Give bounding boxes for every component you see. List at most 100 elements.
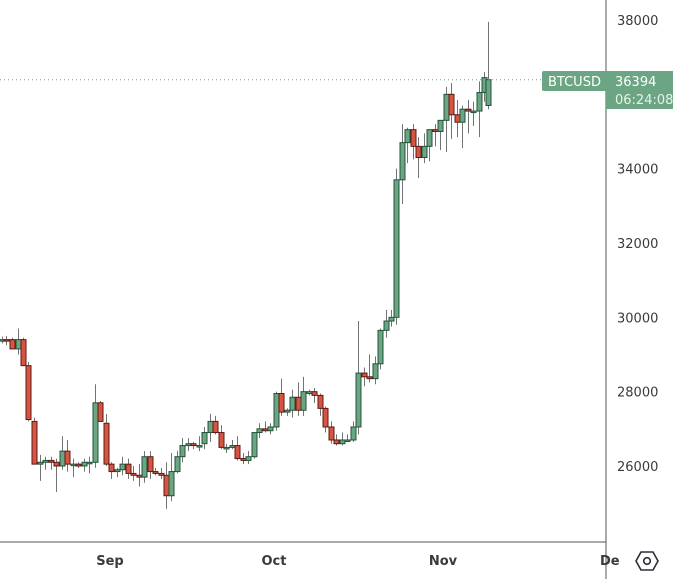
candle-body-up [289,396,296,411]
candle-body-up [476,91,483,112]
candle [333,434,340,446]
time-axis[interactable]: Sep Oct Nov De [96,554,620,569]
candle [179,438,186,463]
candle [470,101,477,126]
candle [388,309,395,327]
candle-body-up [388,316,395,322]
candle [410,124,417,160]
candle [361,367,368,387]
candle-body-down [295,396,302,411]
candle-body-down [454,114,461,123]
candle [81,458,88,472]
candle-body-down [317,394,324,409]
candle [163,462,170,509]
candle-body-down [64,450,71,465]
candle-body-up [267,426,274,432]
candle [432,124,439,147]
candle-body-down [163,474,170,497]
candle-body-up [300,391,307,411]
candle [25,361,32,422]
candle [119,456,126,476]
candle-body-down [432,129,439,132]
candle [300,376,307,416]
candle [262,421,269,433]
candle [443,86,450,152]
candle-body-up [393,179,400,318]
candle [372,356,379,385]
candle-body-up [141,456,148,478]
candle-body-down [103,422,110,465]
candle-body-up [372,363,379,380]
candle-body-up [421,145,428,159]
time-tick-label: Sep [96,554,124,569]
candle [328,421,335,444]
candle-body-down [20,339,27,367]
candle [201,426,208,450]
candle [339,432,346,446]
candle [97,400,104,422]
candle-body-down [240,458,247,461]
price-tick-label: 38000 [617,14,658,29]
candle-body-down [152,471,159,474]
candle-body-up [350,426,357,441]
candle-body-up [399,142,406,181]
price-axis[interactable]: 26000 28000 30000 32000 34000 38000 [617,14,658,475]
candle-body-down [9,339,16,350]
candle [485,21,492,110]
candle [114,467,121,478]
candle-body-up [37,461,44,465]
candle [251,432,258,459]
candle-body-down [212,420,219,434]
last-price-value: 36394 [615,75,656,90]
candle-body-up [70,463,77,467]
candle [125,458,132,480]
candle-body-down [328,426,335,441]
candle [383,309,390,338]
candle [130,466,137,481]
bar-countdown: 06:24:08 [615,93,673,108]
candle-body-up [92,402,99,463]
candle-body-up [15,339,22,350]
candle-body-up [251,432,258,458]
candle [86,456,93,474]
candle-body-down [147,456,154,473]
candle-body-up [185,443,192,447]
candle [174,451,181,474]
time-tick-label: De [600,554,620,569]
candle [152,467,159,476]
candle [404,127,411,164]
candle [15,328,22,355]
candle [31,417,38,465]
candle-body-down [333,439,340,445]
time-tick-label: Oct [262,554,287,569]
candle-body-up [437,119,444,132]
candle-body-down [25,365,32,421]
candle-body-up [256,428,263,434]
candle [306,389,313,396]
candle [284,408,291,416]
candle [415,137,422,178]
chart-settings-button[interactable] [634,549,660,573]
candle [218,425,225,450]
candle-body-up [404,129,411,144]
candle-body-down [125,463,132,474]
last-price-label: BTCUSD 36394 06:24:08 [542,71,673,109]
candle-body-down [262,428,269,432]
candle [92,384,99,468]
candle-body-up [179,445,186,458]
candle [278,378,285,416]
candle-body-down [278,393,285,413]
candle [289,389,296,418]
price-tick-label: 34000 [617,163,658,178]
candle [476,81,483,138]
candle-body-up [426,129,433,147]
candle [190,441,197,450]
candle-body-up [114,469,121,473]
candles-layer [0,21,492,509]
candle [311,387,318,403]
candle [426,129,433,162]
candle [355,321,362,435]
price-tick-label: 28000 [617,386,658,401]
